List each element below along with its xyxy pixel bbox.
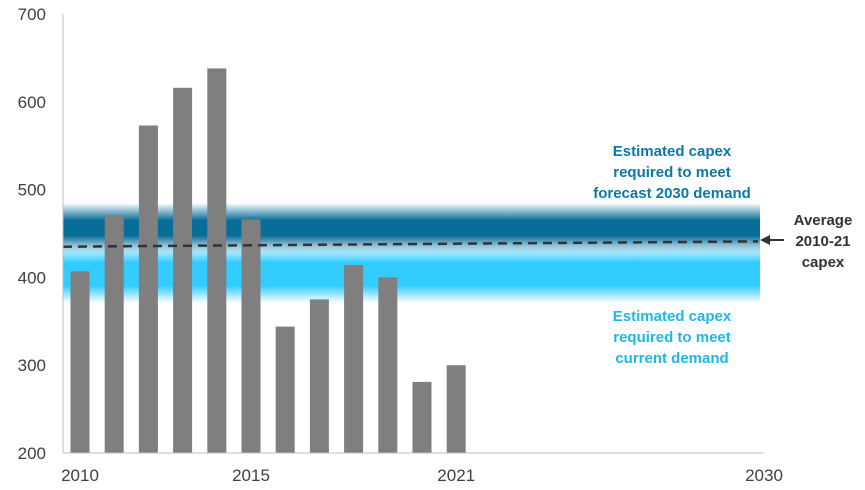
y-tick-label: 500 xyxy=(18,181,46,200)
average-label-line: Average xyxy=(793,212,853,229)
forecast-label-line: forecast 2030 demand xyxy=(593,185,751,202)
y-tick-label: 400 xyxy=(18,268,46,287)
average-capex-line xyxy=(62,240,759,248)
current-label-line: current demand xyxy=(615,350,729,367)
bar-2020 xyxy=(412,381,432,453)
average-label-line: 2010-21 xyxy=(795,233,851,250)
band-current-demand xyxy=(63,245,760,303)
bar-2015 xyxy=(241,219,261,453)
average-capex-label: Average 2010-21 capex xyxy=(778,210,865,273)
bar-2016 xyxy=(275,326,295,453)
y-tick-label: 200 xyxy=(18,444,46,463)
bar-2010 xyxy=(70,271,90,453)
forecast-demand-label: Estimated capex required to meet forecas… xyxy=(572,141,772,204)
bar-2012 xyxy=(138,125,158,453)
forecast-label-line: Estimated capex xyxy=(612,143,732,160)
current-label-line: Estimated capex xyxy=(612,308,732,325)
bar-2019 xyxy=(378,277,398,453)
x-tick-label: 2021 xyxy=(437,466,475,485)
forecast-label-line: required to meet xyxy=(613,164,731,181)
x-tick-label: 2030 xyxy=(745,466,783,485)
average-arrow xyxy=(760,235,784,245)
x-tick-label: 2010 xyxy=(61,466,99,485)
y-tick-label: 300 xyxy=(18,356,46,375)
y-tick-label: 600 xyxy=(18,93,46,112)
bar-2013 xyxy=(173,87,193,454)
bar-2017 xyxy=(309,299,329,453)
x-tick-label: 2015 xyxy=(232,466,270,485)
bar-2014 xyxy=(207,68,227,454)
y-tick-label: 700 xyxy=(18,5,46,24)
average-label-line: capex xyxy=(801,254,845,271)
bar-2018 xyxy=(344,265,364,453)
band-forecast-2030-demand xyxy=(63,203,760,253)
bar-2011 xyxy=(104,215,124,453)
current-demand-label: Estimated capex required to meet current… xyxy=(572,306,772,369)
bar-2021 xyxy=(446,365,466,453)
current-label-line: required to meet xyxy=(613,329,731,346)
